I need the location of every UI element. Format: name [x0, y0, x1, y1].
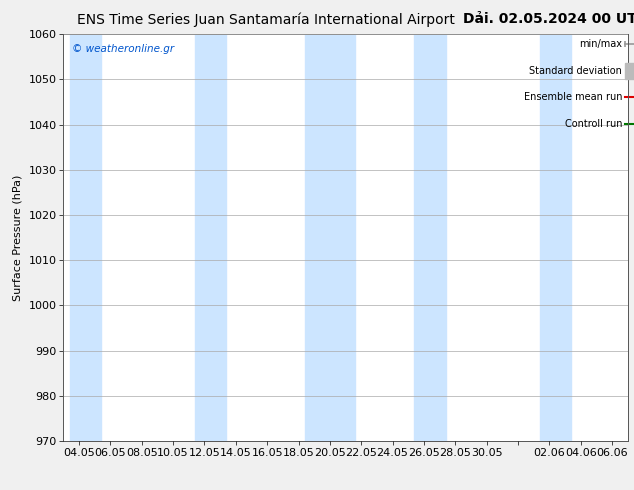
Text: Ensemble mean run: Ensemble mean run [524, 92, 622, 102]
Text: © weatheronline.gr: © weatheronline.gr [72, 45, 174, 54]
Bar [540, 34, 571, 441]
Text: ENS Time Series Juan Santamaría International Airport: ENS Time Series Juan Santamaría Internat… [77, 12, 455, 27]
Text: min/max: min/max [579, 40, 622, 49]
Bar [195, 34, 226, 441]
Bar [70, 34, 101, 441]
Text: Standard deviation: Standard deviation [529, 66, 622, 76]
Bar [415, 34, 446, 441]
Text: Dải. 02.05.2024 00 UTC: Dải. 02.05.2024 00 UTC [463, 12, 634, 26]
Y-axis label: Surface Pressure (hPa): Surface Pressure (hPa) [13, 174, 23, 301]
FancyBboxPatch shape [625, 63, 634, 79]
Bar [305, 34, 355, 441]
Text: Controll run: Controll run [564, 119, 622, 129]
